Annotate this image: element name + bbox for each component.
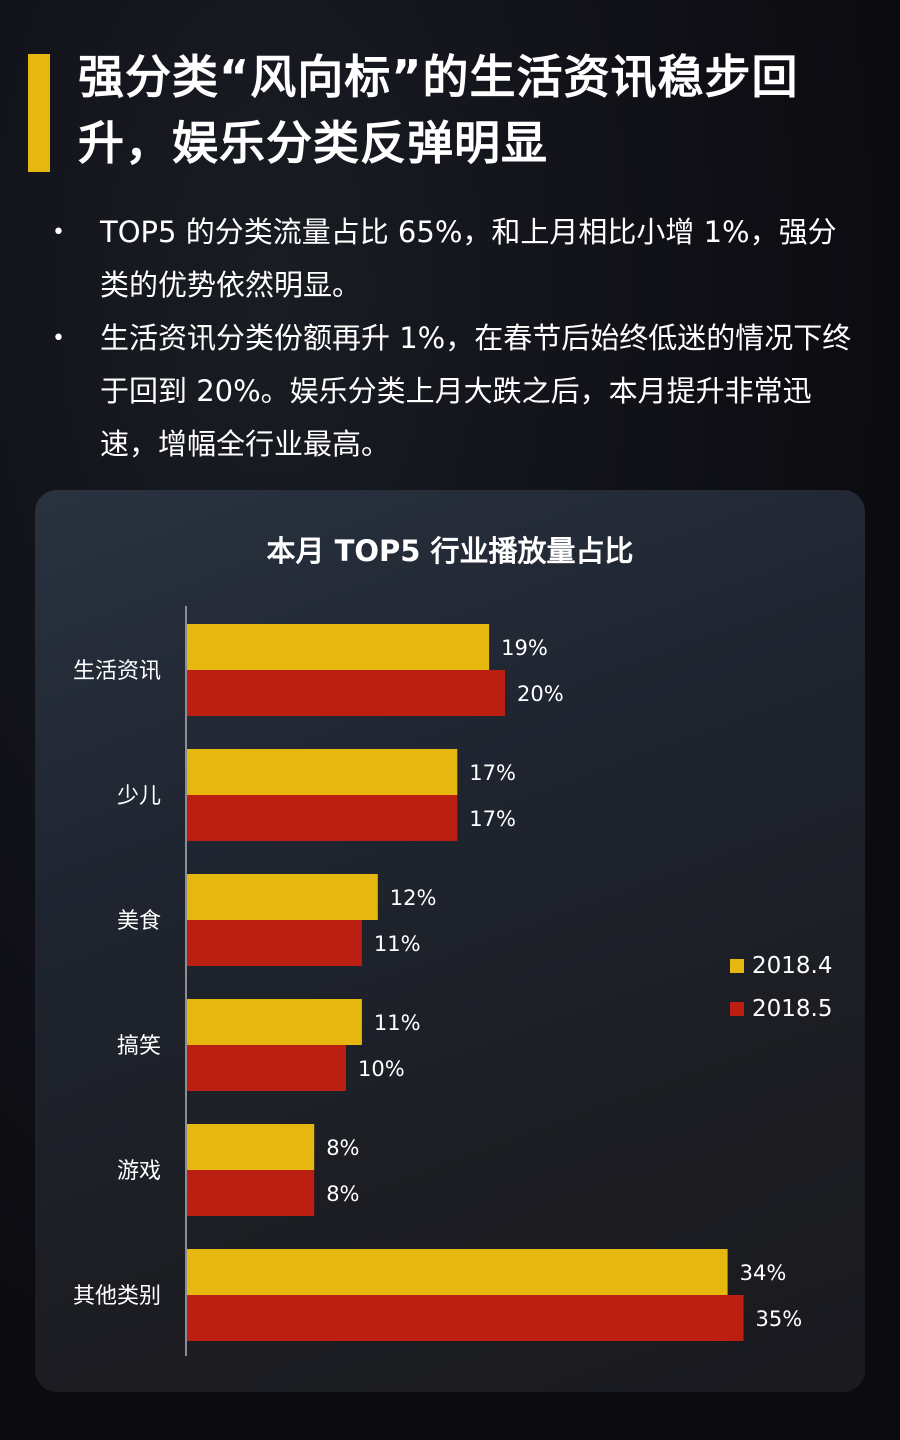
bar <box>187 1295 744 1341</box>
data-label: 11% <box>374 1011 421 1035</box>
data-label: 35% <box>756 1307 803 1331</box>
bar <box>187 670 505 716</box>
data-label: 17% <box>469 761 516 785</box>
category-label: 少儿 <box>117 784 161 809</box>
bar <box>187 874 378 920</box>
legend-label: 2018.5 <box>752 995 833 1022</box>
data-label: 12% <box>390 886 437 910</box>
title-accent-bar <box>28 54 50 172</box>
bullet-item: • TOP5 的分类流量占比 65%，和上月相比小增 1%，强分类的优势依然明显。 <box>52 206 852 312</box>
bullet-item: • 生活资讯分类份额再升 1%，在春节后始终低迷的情况下终于回到 20%。娱乐分类… <box>52 312 852 471</box>
legend-swatch <box>730 958 744 973</box>
page-title: 强分类“风向标”的生活资讯稳步回升，娱乐分类反弹明显 <box>78 50 799 170</box>
bar <box>187 749 458 795</box>
bar <box>187 920 362 966</box>
data-label: 10% <box>358 1057 405 1081</box>
bullet-icon: • <box>52 220 65 245</box>
data-label: 8% <box>326 1182 359 1206</box>
bullet-text: 生活资讯分类份额再升 1%，在春节后始终低迷的情况下终于回到 20%。娱乐分类上… <box>100 321 852 461</box>
legend: 2018.4 2018.5 <box>730 944 832 1030</box>
category-label: 搞笑 <box>117 1034 161 1059</box>
category-label: 游戏 <box>117 1159 161 1184</box>
legend-swatch <box>730 1001 744 1016</box>
data-label: 19% <box>501 636 548 660</box>
data-label: 8% <box>326 1136 359 1160</box>
bullet-text: TOP5 的分类流量占比 65%，和上月相比小增 1%，强分类的优势依然明显。 <box>100 215 837 302</box>
bar <box>187 1170 315 1216</box>
data-label: 34% <box>740 1261 787 1285</box>
data-label: 17% <box>469 807 516 831</box>
bullet-list: • TOP5 的分类流量占比 65%，和上月相比小增 1%，强分类的优势依然明显。… <box>52 206 852 471</box>
bar <box>187 624 490 670</box>
bullet-icon: • <box>52 326 65 351</box>
bar <box>187 1124 315 1170</box>
category-label: 美食 <box>117 909 161 934</box>
legend-item: 2018.4 <box>730 944 832 987</box>
data-label: 20% <box>517 682 564 706</box>
bar <box>187 1249 728 1295</box>
category-label: 生活资讯 <box>73 659 161 684</box>
bar <box>187 999 362 1045</box>
legend-label: 2018.4 <box>752 952 833 979</box>
bar <box>187 1045 346 1091</box>
bar <box>187 795 458 841</box>
category-label: 其他类别 <box>73 1284 161 1309</box>
data-label: 11% <box>374 932 421 956</box>
legend-item: 2018.5 <box>730 987 832 1030</box>
chart-title: 本月 TOP5 行业播放量占比 <box>266 534 634 568</box>
